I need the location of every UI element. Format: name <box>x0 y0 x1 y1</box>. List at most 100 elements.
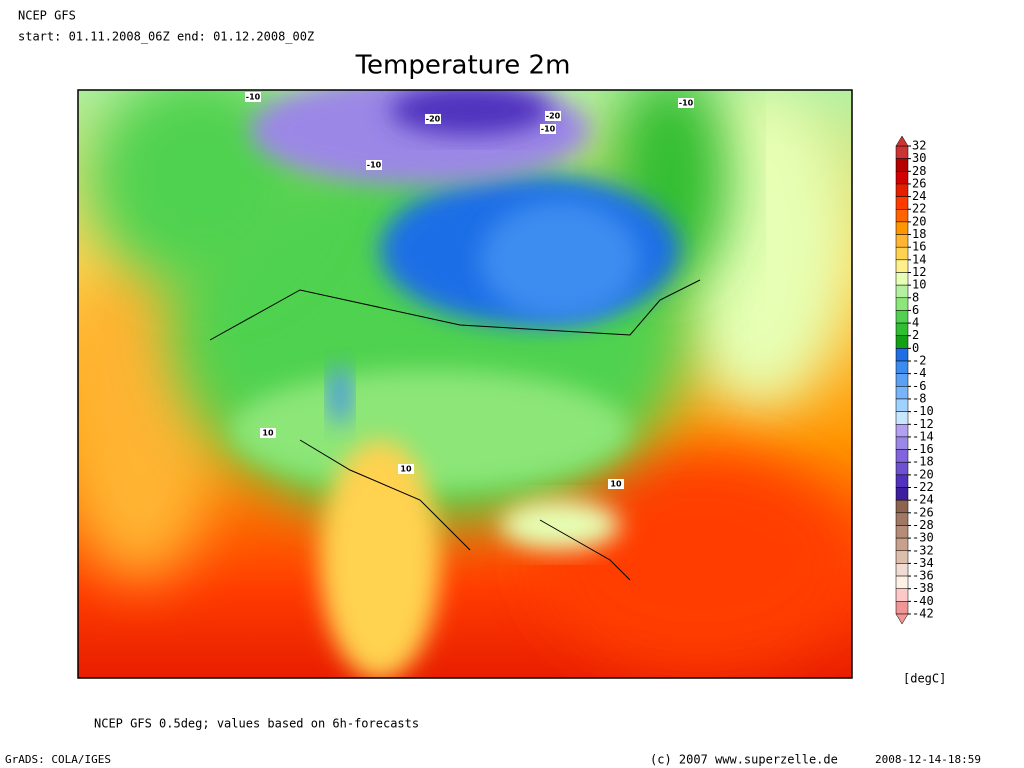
colorbar-label: -32 <box>912 543 934 557</box>
colorbar-segment <box>895 246 909 261</box>
colorbar-segment <box>895 550 909 564</box>
colorbar-label: 2 <box>912 328 919 342</box>
colorbar-segment <box>895 588 909 602</box>
colorbar-segment <box>895 158 909 172</box>
colorbar-segment <box>895 272 909 286</box>
contour-label: -10 <box>679 99 694 108</box>
contour-label-box <box>678 98 694 108</box>
software: GrADS: COLA/IGES <box>5 753 111 766</box>
colorbar-label: 24 <box>912 189 926 203</box>
colorbar-label: 26 <box>912 176 926 190</box>
contour-label-box <box>608 479 624 489</box>
colorbar-segment <box>895 234 909 248</box>
colorbar-label: -24 <box>912 493 934 507</box>
colorbar-segment <box>895 537 909 552</box>
colorbar-arrow-bottom <box>895 613 909 625</box>
contour-label: -20 <box>426 115 441 124</box>
colorbar-label: 4 <box>912 316 919 330</box>
colorbar-segment <box>895 487 909 501</box>
colorbar-label: -40 <box>912 594 934 608</box>
colorbar-segment <box>895 297 909 311</box>
colorbar-label: 20 <box>912 214 926 228</box>
colorbar-label: -8 <box>912 391 926 405</box>
colorbar-segment <box>895 398 909 412</box>
colorbar-label: 16 <box>912 240 926 254</box>
colorbar-segment <box>895 512 909 526</box>
colorbar-label: -10 <box>912 404 934 418</box>
contour-label-box <box>545 111 561 121</box>
colorbar-label: 30 <box>912 151 926 165</box>
contour-label-box <box>245 92 261 102</box>
colorbar-segment <box>895 310 909 324</box>
colorbar-segment <box>895 221 909 235</box>
colorbar-label: -26 <box>912 505 934 519</box>
contour-label: -20 <box>546 112 561 121</box>
colorbar-segment <box>895 171 909 185</box>
colorbar-segment <box>895 348 909 362</box>
contour-label: 10 <box>262 429 274 438</box>
map-frame <box>77 89 853 679</box>
unit: [degC] <box>903 672 946 686</box>
colorbar-label: -6 <box>912 379 926 393</box>
colorbar-segment <box>895 373 909 387</box>
colorbar-segment <box>895 449 909 463</box>
note: NCEP GFS 0.5deg; values based on 6h-fore… <box>94 717 419 731</box>
colorbar-label: 18 <box>912 227 926 241</box>
colorbar-label: -34 <box>912 556 934 570</box>
colorbar-label: 14 <box>912 252 926 266</box>
colorbar-segment <box>895 601 909 615</box>
colorbar-label: -14 <box>912 429 934 443</box>
colorbar-segment <box>895 499 909 514</box>
colorbar-label: -30 <box>912 531 934 545</box>
contour-label-box <box>366 160 382 170</box>
colorbar-segment <box>895 563 909 577</box>
contour-label-box <box>260 428 276 438</box>
map <box>78 90 852 678</box>
colorbar-label: -22 <box>912 480 934 494</box>
contour-label: -10 <box>246 93 261 102</box>
colorbar-label: -18 <box>912 455 934 469</box>
contour-label-box <box>540 124 556 134</box>
colorbar-label: -12 <box>912 417 934 431</box>
colorbar-segment <box>895 335 909 349</box>
colorbar-segment <box>895 411 909 425</box>
contour-label: 10 <box>610 480 622 489</box>
contour-label: -10 <box>541 125 556 134</box>
colorbar-label: 28 <box>912 164 926 178</box>
colorbar-label: -38 <box>912 581 934 595</box>
model: NCEP GFS <box>18 9 76 23</box>
colorbar-segment <box>895 386 909 400</box>
timestamp: 2008-12-14-18:59 <box>875 753 981 766</box>
colorbar-label: 6 <box>912 303 919 317</box>
colorbar-label: -28 <box>912 518 934 532</box>
colorbar-segment <box>895 284 909 299</box>
contour-label-box <box>425 114 441 124</box>
title: Temperature 2m <box>355 51 571 81</box>
contour-label: 10 <box>400 465 412 474</box>
copyright: (c) 2007 www.superzelle.de <box>650 753 838 767</box>
colorbar-label: 10 <box>912 278 926 292</box>
colorbar-segment <box>895 575 909 589</box>
colorbar-segment <box>895 145 909 159</box>
colorbar-label: -42 <box>912 607 934 621</box>
colorbar-segment <box>895 461 909 476</box>
colorbar-label: 8 <box>912 290 919 304</box>
colorbar-label: -20 <box>912 467 934 481</box>
colorbar-segment <box>895 436 909 450</box>
colorbar-segment <box>895 183 909 197</box>
colorbar-label: 22 <box>912 202 926 216</box>
colorbar-segment <box>895 196 909 210</box>
colorbar-segment <box>895 474 909 488</box>
colorbar-segment <box>895 525 909 539</box>
colorbar-label: -16 <box>912 442 934 456</box>
colorbar-label: -2 <box>912 354 926 368</box>
colorbar-segment <box>895 322 909 336</box>
colorbar-segment <box>895 259 909 273</box>
colorbar-label: -36 <box>912 569 934 583</box>
contour-label-box <box>398 464 414 474</box>
contour-label: -10 <box>367 161 382 170</box>
colorbar-segment <box>895 360 909 374</box>
period: start: 01.11.2008_06Z end: 01.12.2008_00… <box>18 30 314 44</box>
colorbar-label: 0 <box>912 341 919 355</box>
